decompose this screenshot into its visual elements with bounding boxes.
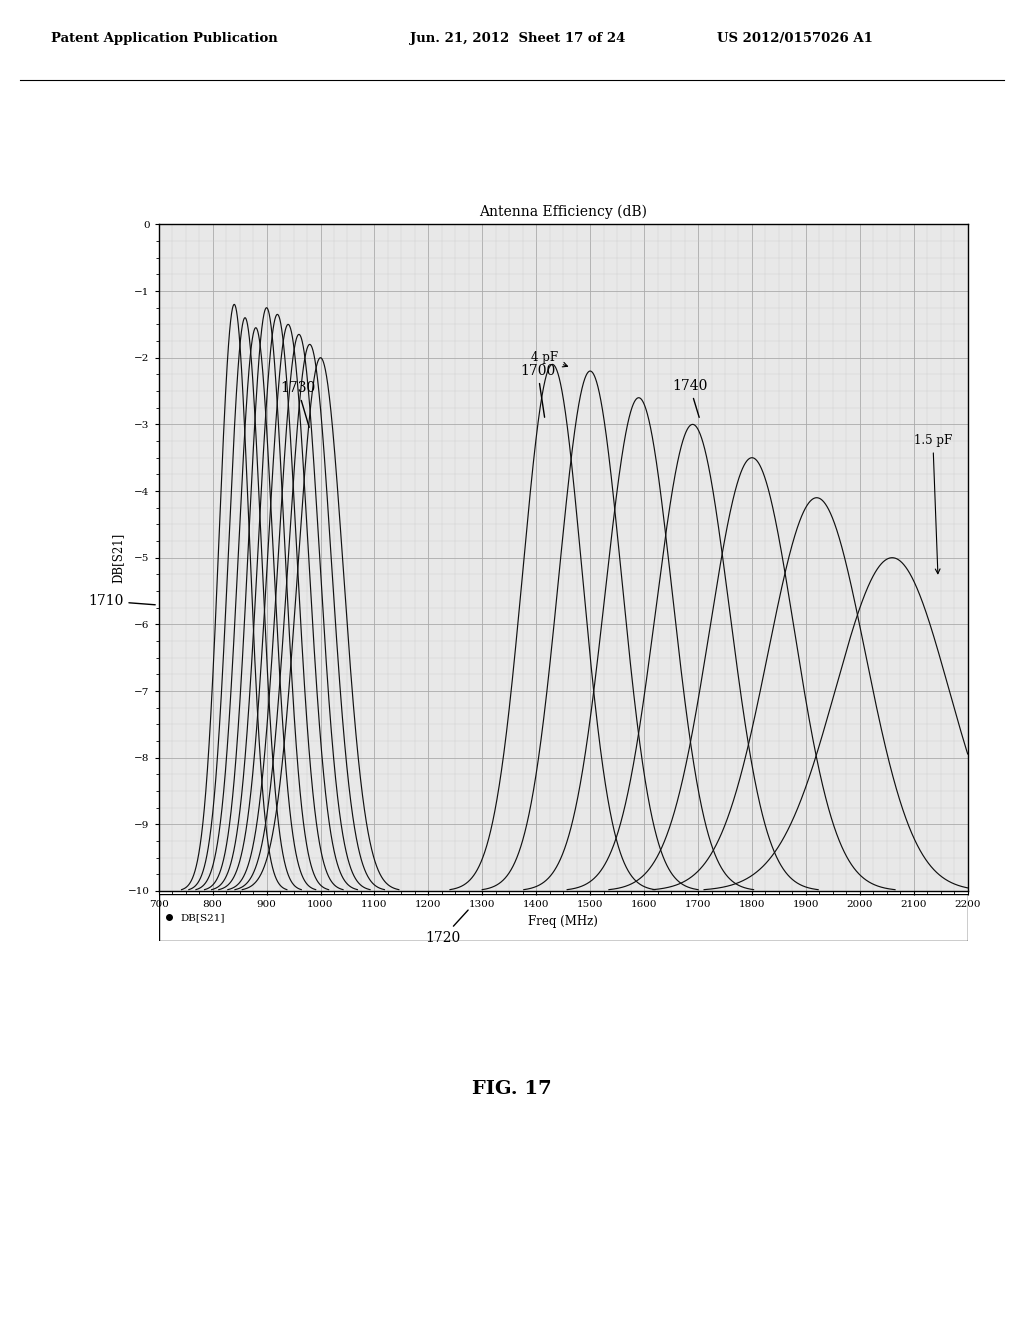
Text: 4 pF: 4 pF [530,351,567,367]
Text: 1740: 1740 [672,379,708,417]
Text: 1700: 1700 [520,364,555,417]
Text: Jun. 21, 2012  Sheet 17 of 24: Jun. 21, 2012 Sheet 17 of 24 [410,32,625,45]
Text: 1710: 1710 [88,594,156,609]
Text: FIG. 17: FIG. 17 [472,1080,552,1098]
Title: Antenna Efficiency (dB): Antenna Efficiency (dB) [479,205,647,219]
Text: 1720: 1720 [425,909,468,945]
X-axis label: Freq (MHz): Freq (MHz) [528,915,598,928]
Text: 1730: 1730 [280,381,315,428]
Y-axis label: DB[S21]: DB[S21] [112,532,125,583]
Text: Patent Application Publication: Patent Application Publication [51,32,278,45]
Text: 1.5 pF: 1.5 pF [913,434,952,574]
Text: US 2012/0157026 A1: US 2012/0157026 A1 [717,32,872,45]
Text: DB[S21]: DB[S21] [180,913,225,921]
